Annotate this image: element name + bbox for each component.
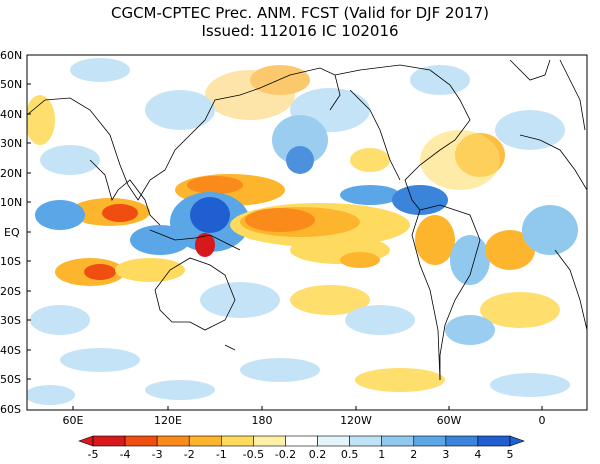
lat-label: 60S: [0, 403, 21, 416]
lon-label: 120E: [154, 414, 182, 427]
map-title: CGCM-CPTEC Prec. ANM. FCST (Valid for DJ…: [110, 4, 490, 22]
colorbar-label: -0.2: [275, 448, 296, 461]
lat-label: 20N: [0, 167, 22, 180]
lat-label: 10N: [0, 196, 22, 209]
lat-label: 60N: [0, 49, 22, 62]
colorbar: -5 -4 -3 -2 -1 -0.5 -0.2 0.2 0.5 1 2 3 4 5: [78, 435, 525, 461]
colorbar-label: -1: [216, 448, 227, 461]
colorbar-label: 4: [474, 448, 481, 461]
longitude-labels: 60E 120E 180 120W 60W 0: [63, 414, 546, 427]
colorbar-label: 0.5: [341, 448, 359, 461]
lon-label: 120W: [340, 414, 372, 427]
colorbar-label: 2: [410, 448, 417, 461]
colorbar-swatch: [221, 435, 254, 447]
colorbar-label: -4: [120, 448, 131, 461]
colorbar-label: -5: [88, 448, 99, 461]
colorbar-swatch: [477, 435, 511, 447]
anomaly-field: [27, 55, 587, 410]
colorbar-swatch: [349, 435, 382, 447]
colorbar-arrow-left: [78, 435, 94, 447]
colorbar-label: -3: [152, 448, 163, 461]
colorbar-swatch: [445, 435, 479, 447]
colorbar-swatch: [92, 435, 126, 447]
tropical-anomalies: [35, 174, 578, 286]
latitude-ticks: [27, 83, 31, 380]
colorbar-swatch: [285, 435, 318, 447]
lat-label: EQ: [4, 226, 20, 239]
colorbar-swatch: [253, 435, 286, 447]
lat-label: 40N: [0, 108, 22, 121]
colorbar-label: -2: [184, 448, 195, 461]
southern-anomalies: [27, 282, 570, 405]
map-subtitle: Issued: 112016 IC 102016: [201, 22, 399, 40]
colorbar-label: -0.5: [243, 448, 264, 461]
lon-label: 60E: [63, 414, 84, 427]
colorbar-swatch: [413, 435, 447, 447]
colorbar-swatch: [317, 435, 350, 447]
lat-label: 20S: [0, 285, 21, 298]
lat-label: 50S: [0, 373, 21, 386]
north-pacific-anomalies: [27, 58, 565, 190]
colorbar-swatch: [124, 435, 158, 447]
lon-label: 0: [539, 414, 546, 427]
colorbar-swatch: [156, 435, 190, 447]
lat-label: 40S: [0, 344, 21, 357]
lon-label: 180: [252, 414, 273, 427]
colorbar-label: 3: [442, 448, 449, 461]
colorbar-label: 5: [507, 448, 514, 461]
longitude-ticks: [72, 406, 543, 410]
lat-label: 30S: [0, 314, 21, 327]
lon-label: 60W: [437, 414, 462, 427]
latitude-labels: 60N 50N 40N 30N 20N 10N EQ 10S 20S 30S 4…: [0, 49, 22, 416]
lat-label: 30N: [0, 137, 22, 150]
colorbar-arrow-right: [509, 435, 525, 447]
colorbar-label: 1: [378, 448, 385, 461]
colorbar-label: 0.2: [309, 448, 327, 461]
lat-label: 50N: [0, 78, 22, 91]
coastlines: [27, 59, 587, 381]
colorbar-swatch: [381, 435, 415, 447]
lat-label: 10S: [0, 255, 21, 268]
colorbar-swatch: [188, 435, 222, 447]
